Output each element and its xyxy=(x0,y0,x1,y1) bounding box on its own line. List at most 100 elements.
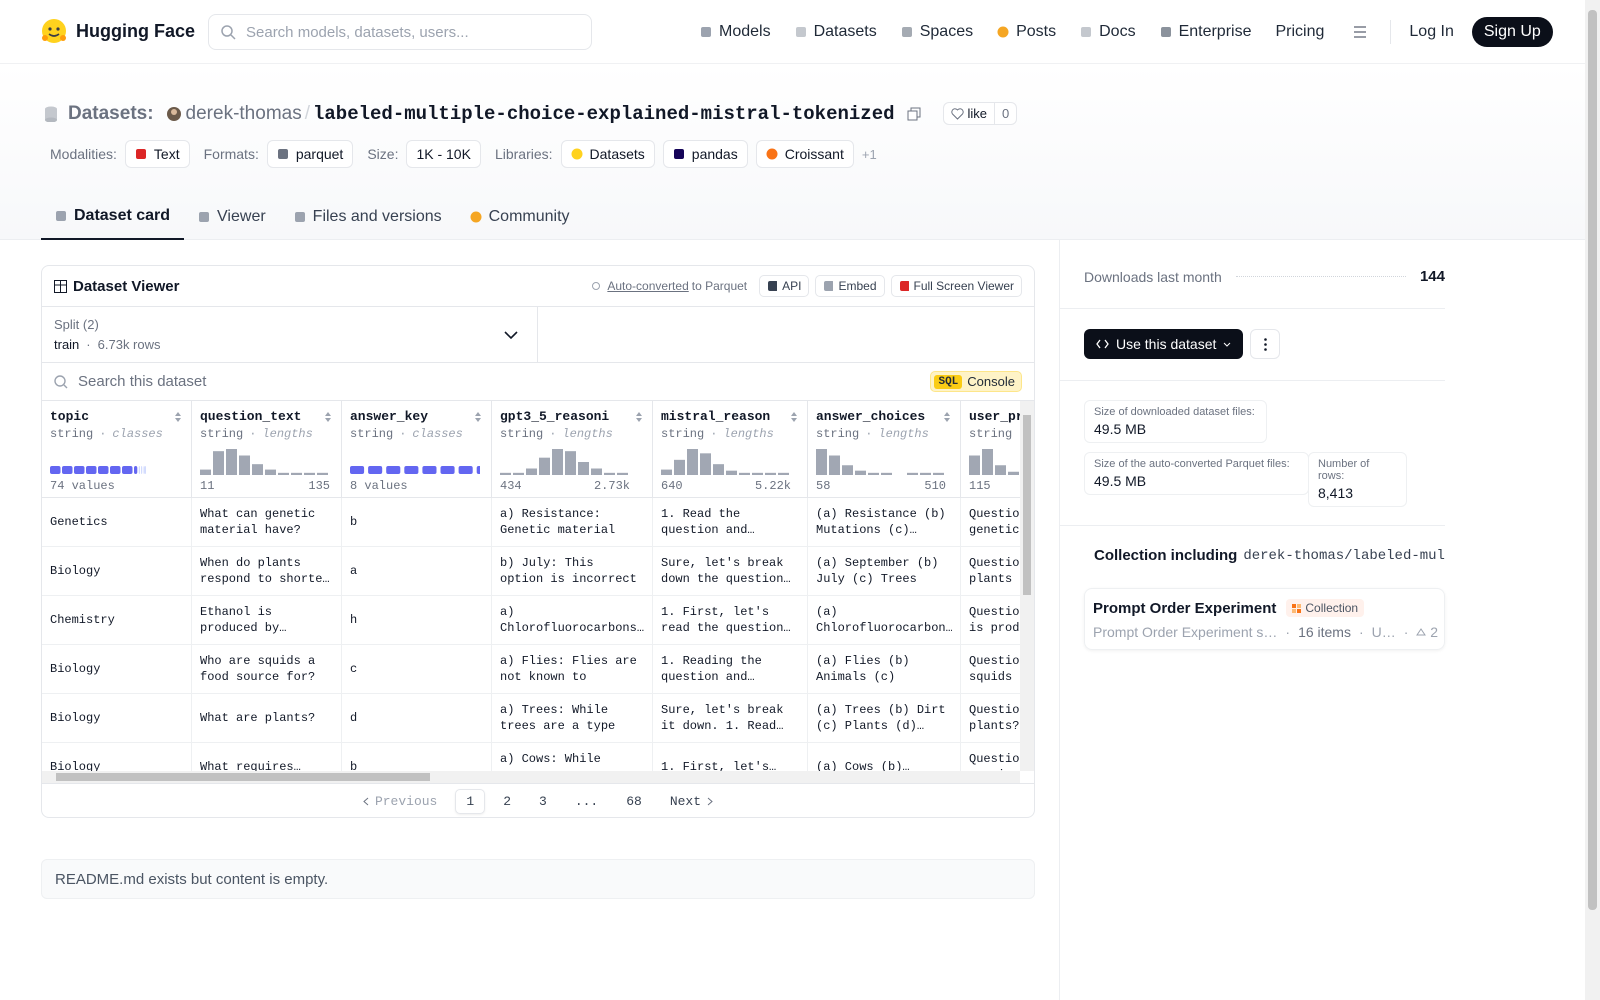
vertical-scrollbar[interactable] xyxy=(1020,401,1034,771)
tab[interactable]: Community xyxy=(456,194,584,240)
table-cell[interactable]: Question: When do plants respond to shor… xyxy=(961,547,1020,596)
tag-chip[interactable]: pandas xyxy=(662,140,748,168)
table-cell[interactable]: a) Flies: Flies are not known to consum… xyxy=(492,645,653,694)
tag-chip[interactable]: parquet xyxy=(266,140,354,168)
table-cell[interactable]: (a) Cows (b)… xyxy=(808,743,961,771)
table-cell[interactable]: What are plants? xyxy=(192,694,342,743)
table-cell[interactable]: Question: Ethanol is produced by? xyxy=(961,596,1020,645)
table-cell[interactable]: a) Cows: While cows… xyxy=(492,743,653,771)
table-cell[interactable]: Biology xyxy=(42,743,192,771)
table-cell[interactable]: Question: What are plants? Answer xyxy=(961,694,1020,743)
nav-link[interactable]: Models xyxy=(700,23,771,41)
table-cell[interactable]: Sure, let's break down the question… xyxy=(653,547,808,596)
viewer-action-button[interactable]: Embed xyxy=(815,275,885,297)
table-cell[interactable]: (a) Resistance (b) Mutations (c)… xyxy=(808,498,961,547)
owner-name[interactable]: derek-thomas xyxy=(185,102,302,124)
column-stats xyxy=(969,445,1020,477)
sort-icon[interactable] xyxy=(943,411,951,423)
table-cell[interactable]: Question: What requires xyxy=(961,743,1020,771)
nav-link[interactable]: Enterprise xyxy=(1160,23,1251,41)
table-cell[interactable]: Biology xyxy=(42,645,192,694)
previous-page[interactable]: Previous xyxy=(353,790,447,813)
page-number[interactable]: 3 xyxy=(539,794,547,809)
page-number[interactable]: 1 xyxy=(455,789,486,814)
split-selector[interactable]: Split (2) train · 6.73k rows xyxy=(42,306,1034,363)
table-cell[interactable]: Biology xyxy=(42,694,192,743)
table-cell[interactable]: 1. First, let's… xyxy=(653,743,808,771)
next-page[interactable]: Next xyxy=(660,790,723,813)
table-cell[interactable]: 1. Reading the question and… xyxy=(653,645,808,694)
viewer-search[interactable]: Search this dataset SQL Console xyxy=(42,363,1034,401)
logo-text[interactable]: Hugging Face xyxy=(76,21,196,41)
login-link[interactable]: Log In xyxy=(1409,23,1454,40)
type-name: string xyxy=(816,427,860,441)
table-cell[interactable]: 1. Read the question and… xyxy=(653,498,808,547)
nav-link[interactable]: Pricing xyxy=(1275,23,1324,41)
table-cell[interactable]: h xyxy=(342,596,492,645)
sort-icon[interactable] xyxy=(790,411,798,423)
table-cell[interactable]: a) Chlorofluorocarbons… xyxy=(492,596,653,645)
horizontal-scrollbar[interactable] xyxy=(42,771,1020,783)
sort-icon[interactable] xyxy=(324,411,332,423)
sql-console-button[interactable]: SQL Console xyxy=(930,371,1022,392)
page-number[interactable]: 68 xyxy=(626,794,642,809)
tag-chip[interactable]: Datasets xyxy=(560,140,655,168)
table-cell[interactable]: b xyxy=(342,743,492,771)
tag-chip[interactable]: Croissant xyxy=(755,140,854,168)
tab[interactable]: Files and versions xyxy=(280,194,456,240)
sort-icon[interactable] xyxy=(635,411,643,423)
table-cell[interactable]: Question: Who are squids a food source f… xyxy=(961,645,1020,694)
page-scrollbar[interactable] xyxy=(1585,0,1600,1000)
nav-link[interactable]: Spaces xyxy=(901,23,973,41)
table-cell[interactable]: b xyxy=(342,498,492,547)
sort-icon[interactable] xyxy=(174,411,182,423)
search-box[interactable]: Search models, datasets, users... xyxy=(208,14,592,50)
table-cell[interactable]: c xyxy=(342,645,492,694)
table-cell[interactable]: 1. First, let's read the question… xyxy=(653,596,808,645)
table-cell[interactable]: Biology xyxy=(42,547,192,596)
table-cell[interactable]: (a) Flies (b) Animals (c) Humans… xyxy=(808,645,961,694)
table-cell[interactable]: Sure, let's break it down. 1. Read… xyxy=(653,694,808,743)
tab[interactable]: Dataset card xyxy=(41,194,185,240)
auto-converted-link[interactable]: Auto-converted xyxy=(607,279,689,293)
table-cell[interactable]: When do plants respond to shorte… xyxy=(192,547,342,596)
table-cell[interactable]: Genetics xyxy=(42,498,192,547)
table-cell[interactable]: Ethanol is produced by… xyxy=(192,596,342,645)
histogram xyxy=(816,449,944,475)
viewer-action-button[interactable]: API xyxy=(759,275,810,297)
table-cell[interactable]: Who are squids a food source for? xyxy=(192,645,342,694)
table-cell[interactable]: Chemistry xyxy=(42,596,192,645)
more-options-button[interactable] xyxy=(1250,329,1280,359)
sort-icon[interactable] xyxy=(474,411,482,423)
copy-icon[interactable] xyxy=(907,107,921,121)
table-cell[interactable]: (a) September (b) July (c) Trees (d)… xyxy=(808,547,961,596)
table-cell[interactable]: a xyxy=(342,547,492,596)
menu-icon[interactable] xyxy=(1348,26,1367,38)
tag-chip[interactable]: Text xyxy=(124,140,190,168)
viewer-action-button[interactable]: Full Screen Viewer xyxy=(890,275,1022,297)
collection-card[interactable]: Prompt Order Experiment Collection Promp… xyxy=(1084,588,1445,650)
table-cell[interactable]: b) July: This option is incorrect becaus… xyxy=(492,547,653,596)
table-cell[interactable]: a) Trees: While trees are a type of… xyxy=(492,694,653,743)
tab[interactable]: Viewer xyxy=(184,194,280,240)
table-cell[interactable]: What can genetic material have? xyxy=(192,498,342,547)
table-cell[interactable]: (a) Trees (b) Dirt (c) Plants (d)… xyxy=(808,694,961,743)
page-number[interactable]: 2 xyxy=(503,794,511,809)
tag-chip[interactable]: 1K - 10K xyxy=(406,140,481,168)
table-cell[interactable]: Question: What can genetic material have… xyxy=(961,498,1020,547)
table-cell[interactable]: a) Resistance: Genetic material ca… xyxy=(492,498,653,547)
dataset-name[interactable]: labeled-multiple-choice-explained-mistra… xyxy=(313,102,895,125)
breadcrumb-prefix[interactable]: Datasets: xyxy=(68,102,154,124)
nav-link[interactable]: Datasets xyxy=(795,23,877,41)
more-tags[interactable]: +1 xyxy=(861,146,877,162)
use-dataset-button[interactable]: Use this dataset xyxy=(1084,329,1244,359)
nav-link[interactable]: Posts xyxy=(997,23,1056,41)
table-cell[interactable]: What requires… xyxy=(192,743,342,771)
table-cell[interactable]: (a) Chlorofluorocarbon… xyxy=(808,596,961,645)
signup-button[interactable]: Sign Up xyxy=(1471,17,1553,47)
like-button[interactable]: like 0 xyxy=(942,102,1018,125)
page-number[interactable]: ... xyxy=(574,794,599,809)
nav-link[interactable]: Docs xyxy=(1080,23,1136,41)
class-segment xyxy=(368,466,383,474)
table-cell[interactable]: d xyxy=(342,694,492,743)
